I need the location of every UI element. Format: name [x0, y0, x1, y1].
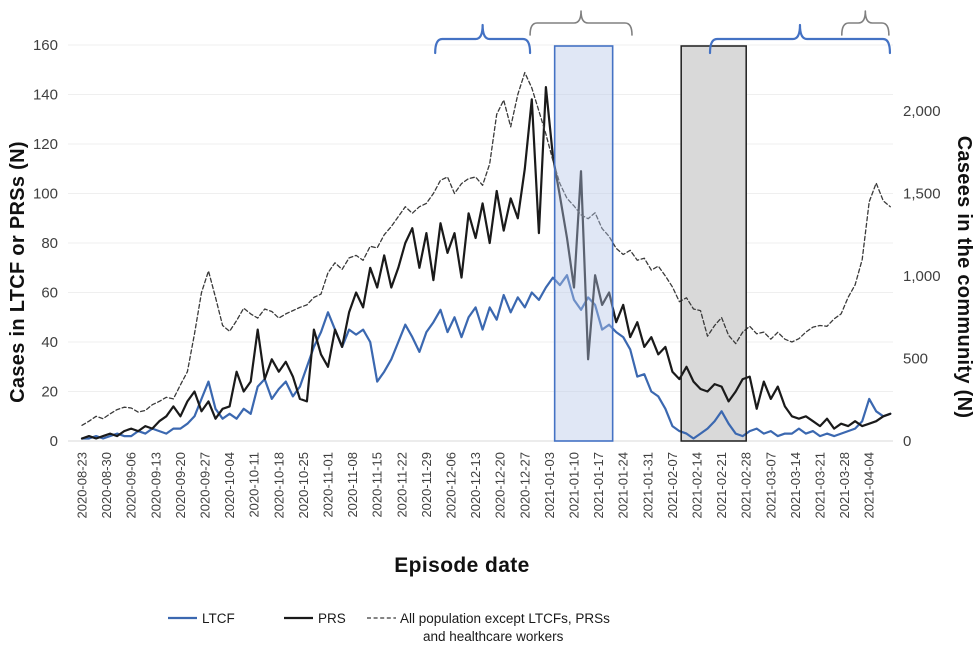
- y-right-tick-label: 0: [903, 433, 911, 450]
- x-tick-label: 2020-10-25: [296, 452, 311, 519]
- x-tick-label: 2021-02-21: [714, 452, 729, 519]
- period-braces: [434, 10, 892, 55]
- legend-label-community-line1: All population except LTCFs, PRSs: [400, 611, 610, 626]
- x-tick-label: 2021-02-28: [739, 452, 754, 519]
- legend-label-community-line2: and healthcare workers: [423, 629, 564, 644]
- community-line: [81, 71, 891, 426]
- x-tick-label: 2020-10-11: [247, 452, 262, 518]
- ltcf-line: [80, 274, 892, 440]
- brace-gray-1: [529, 10, 633, 36]
- y-right-tick-label: 2,000: [903, 103, 941, 120]
- x-tick-label: 2021-03-21: [813, 452, 828, 519]
- x-tick-label: 2020-11-01: [321, 452, 336, 518]
- x-tick-label: 2020-11-22: [394, 452, 409, 518]
- y-right-tick-label: 1,500: [903, 186, 941, 203]
- x-tick-label: 2020-09-13: [148, 452, 163, 519]
- y-left-tick-label: 160: [33, 37, 58, 54]
- x-tick-label: 2020-11-15: [370, 452, 385, 518]
- x-tick-label: 2020-10-18: [271, 452, 286, 519]
- x-tick-label: 2020-09-20: [173, 452, 188, 519]
- x-tick-label: 2021-01-17: [591, 452, 606, 519]
- series-lines: [80, 71, 892, 440]
- y-left-tick-label: 60: [41, 285, 58, 302]
- x-tick-label: 2021-01-24: [616, 452, 631, 519]
- gray-highlight-rect-border: [680, 45, 747, 442]
- x-tick-label: 2021-01-03: [542, 452, 557, 519]
- x-tick-label: 2021-01-31: [640, 452, 655, 519]
- x-tick-label: 2020-12-13: [468, 452, 483, 519]
- x-tick-label: 2021-04-04: [862, 452, 877, 519]
- x-tick-label: 2021-02-07: [665, 452, 680, 519]
- blue-highlight-rect: [553, 45, 614, 442]
- x-tick-label: 2021-03-14: [788, 452, 803, 519]
- y-left-tick-labels: 0 20 40 60 80 100 120 140 160: [33, 37, 58, 450]
- x-tick-label: 2021-02-14: [690, 452, 705, 519]
- x-tick-label: 2020-11-29: [419, 452, 434, 518]
- highlight-rects-front: [553, 45, 747, 442]
- y-left-tick-label: 100: [33, 186, 58, 203]
- y-left-tick-label: 40: [41, 334, 58, 351]
- y-right-tick-label: 500: [903, 351, 928, 368]
- x-tick-label: 2020-09-27: [198, 452, 213, 519]
- x-tick-label: 2020-11-08: [345, 452, 360, 518]
- x-tick-label: 2020-08-23: [75, 452, 90, 519]
- legend-label-prs: PRS: [318, 611, 346, 626]
- y-right-axis-title: Casees in the community (N): [953, 136, 975, 419]
- gray-highlight-rect: [681, 46, 747, 441]
- legend-label-ltcf: LTCF: [202, 611, 235, 626]
- brace-blue-2: [708, 23, 892, 55]
- x-tick-label: 2020-12-27: [517, 452, 532, 519]
- x-tick-label: 2020-10-04: [222, 452, 237, 519]
- gridlines: [68, 44, 893, 442]
- x-tick-label: 2020-12-06: [444, 452, 459, 519]
- y-left-tick-label: 140: [33, 87, 58, 104]
- x-tick-labels: 2020-08-23 2020-08-30 2020-09-06 2020-09-13…: [75, 452, 877, 519]
- y-left-tick-label: 0: [50, 433, 58, 450]
- x-tick-label: 2021-01-10: [567, 452, 582, 519]
- x-tick-label: 2020-12-20: [493, 452, 508, 519]
- x-tick-label: 2021-03-07: [763, 452, 778, 519]
- y-left-tick-label: 80: [41, 235, 58, 252]
- x-tick-label: 2020-09-06: [124, 452, 139, 519]
- x-tick-label: 2020-08-30: [99, 452, 114, 519]
- legend: LTCF PRS All population except LTCFs, PR…: [168, 611, 610, 644]
- brace-blue-1: [434, 23, 532, 55]
- y-left-tick-label: 120: [33, 136, 58, 153]
- y-left-tick-label: 20: [41, 384, 58, 401]
- y-left-axis-title: Cases in LTCF or PRSs (N): [7, 141, 29, 403]
- brace-gray-2: [840, 10, 890, 36]
- y-right-tick-label: 1,000: [903, 268, 941, 285]
- x-axis-title: Episode date: [394, 554, 530, 577]
- y-right-tick-labels: 0 500 1,000 1,500 2,000: [903, 103, 941, 450]
- x-tick-label: 2021-03-28: [837, 452, 852, 519]
- prs-line: [80, 85, 892, 440]
- highlight-rects-back: [681, 46, 747, 441]
